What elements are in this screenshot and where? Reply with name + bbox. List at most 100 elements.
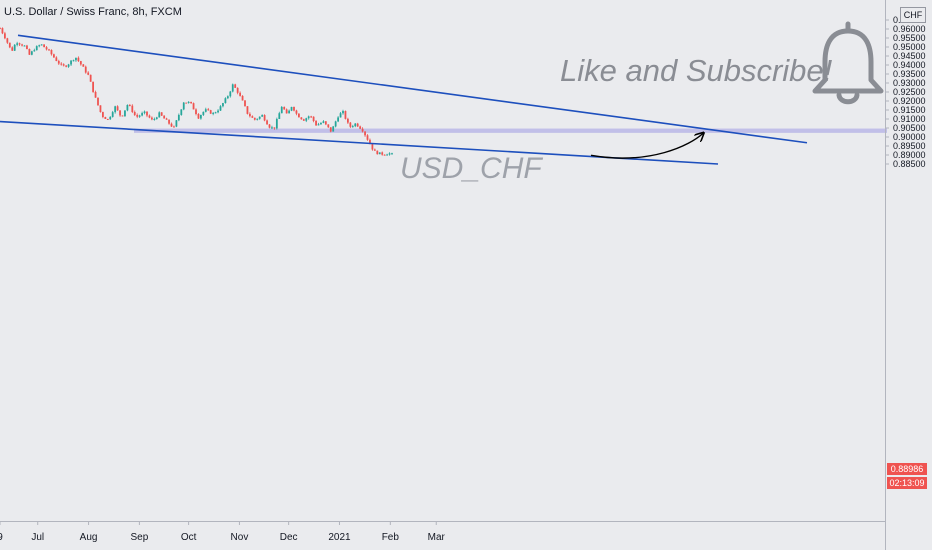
candle-body (128, 104, 131, 106)
candle-body (266, 120, 268, 125)
candle-body (275, 118, 278, 129)
candle-body (312, 116, 315, 121)
candle-body (229, 91, 232, 97)
candle-body (241, 95, 244, 101)
candle-body (60, 63, 63, 65)
candle-body (65, 65, 68, 67)
candle-body (361, 128, 364, 132)
price-tick-label: 0.89000 (893, 150, 926, 160)
candle-body (28, 49, 31, 55)
candle-body (293, 106, 295, 111)
candle-body (55, 57, 58, 62)
candle-body (4, 33, 6, 39)
candle-body (104, 117, 107, 119)
price-tick-label: 0.96000 (893, 24, 926, 34)
chart-annotation-title: USD_CHF (400, 152, 542, 185)
candle-body (170, 123, 173, 127)
candle-body (329, 127, 332, 132)
candle-body (369, 139, 371, 145)
candle-body (332, 126, 335, 132)
candle-body (371, 144, 374, 150)
currency-badge[interactable]: CHF (900, 7, 926, 23)
candle-body (62, 64, 65, 66)
candle-body (13, 44, 16, 51)
candle-body (383, 154, 386, 156)
candle-body (244, 100, 246, 107)
symbol-title: U.S. Dollar / Swiss Franc, 8h, FXCM (4, 6, 182, 18)
candle-body (173, 126, 175, 128)
candle-body (40, 44, 43, 46)
price-tick-label: 0.94500 (893, 51, 926, 61)
price-axis[interactable]: 0.965000.960000.955000.950000.945000.940… (885, 15, 926, 169)
candle-body (158, 112, 161, 118)
candle-body (366, 135, 369, 140)
candle-body (121, 115, 124, 117)
candle-body (43, 44, 45, 48)
candle-body (72, 60, 75, 62)
candle-body (204, 109, 207, 112)
candle-body (45, 47, 48, 50)
projection-arrow[interactable] (590, 133, 703, 159)
candle-body (224, 98, 227, 104)
candle-body (381, 152, 384, 155)
price-tick-label: 0.91000 (893, 114, 926, 124)
bar-countdown-label: 02:13:09 (887, 477, 927, 489)
candle-body (75, 57, 77, 61)
candle-body (38, 45, 41, 47)
time-tick-label: Dec (280, 532, 298, 543)
candle-body (180, 109, 183, 115)
candle-body (6, 38, 9, 43)
candle-body (84, 66, 87, 73)
candle-body (155, 117, 158, 119)
candle-body (185, 102, 188, 104)
candle-body (209, 110, 212, 114)
candle-body (124, 110, 126, 117)
candle-body (33, 50, 36, 52)
candle-body (342, 111, 344, 114)
time-tick-label: Sep (131, 532, 149, 543)
candle-body (133, 112, 136, 115)
price-tick-label: 0.92000 (893, 96, 926, 106)
candle-body (288, 110, 290, 114)
candle-body (322, 121, 325, 123)
candle-body (219, 106, 222, 111)
candle-body (317, 124, 320, 126)
candle-body (251, 116, 254, 118)
candle-body (300, 117, 303, 120)
candle-body (23, 45, 26, 47)
candle-body (222, 103, 224, 107)
candle-body (354, 123, 357, 127)
candle-body (236, 87, 239, 93)
candle-body (364, 131, 366, 136)
candle-body (87, 72, 90, 75)
candle-body (16, 43, 19, 45)
candle-body (26, 45, 28, 50)
bell-icon (808, 18, 888, 113)
candle-body (285, 109, 288, 114)
candle-body (378, 152, 381, 155)
price-tick-label: 0.88500 (893, 159, 926, 169)
candle-body (256, 118, 259, 120)
candle-body (271, 127, 273, 129)
candle-body (8, 42, 11, 48)
candle-body (386, 154, 388, 156)
candle-body (337, 117, 339, 122)
candle-body (106, 118, 109, 120)
candle-body (231, 84, 234, 92)
candle-body (50, 50, 53, 55)
candle-body (388, 153, 391, 155)
candle-body (35, 46, 38, 51)
time-axis[interactable]: 9 Jul Aug Sep Oct Nov Dec 2021 Feb Mar (0, 521, 446, 543)
candle-body (11, 47, 14, 51)
candle-body (212, 112, 215, 114)
candle-body (126, 104, 129, 111)
candle-body (177, 114, 180, 121)
candle-body (305, 118, 308, 121)
candle-body (339, 113, 342, 118)
upper-trendline[interactable] (17, 34, 808, 144)
candle-body (214, 112, 217, 114)
candle-body (226, 96, 229, 99)
candle-body (92, 81, 94, 92)
candle-body (163, 115, 166, 119)
